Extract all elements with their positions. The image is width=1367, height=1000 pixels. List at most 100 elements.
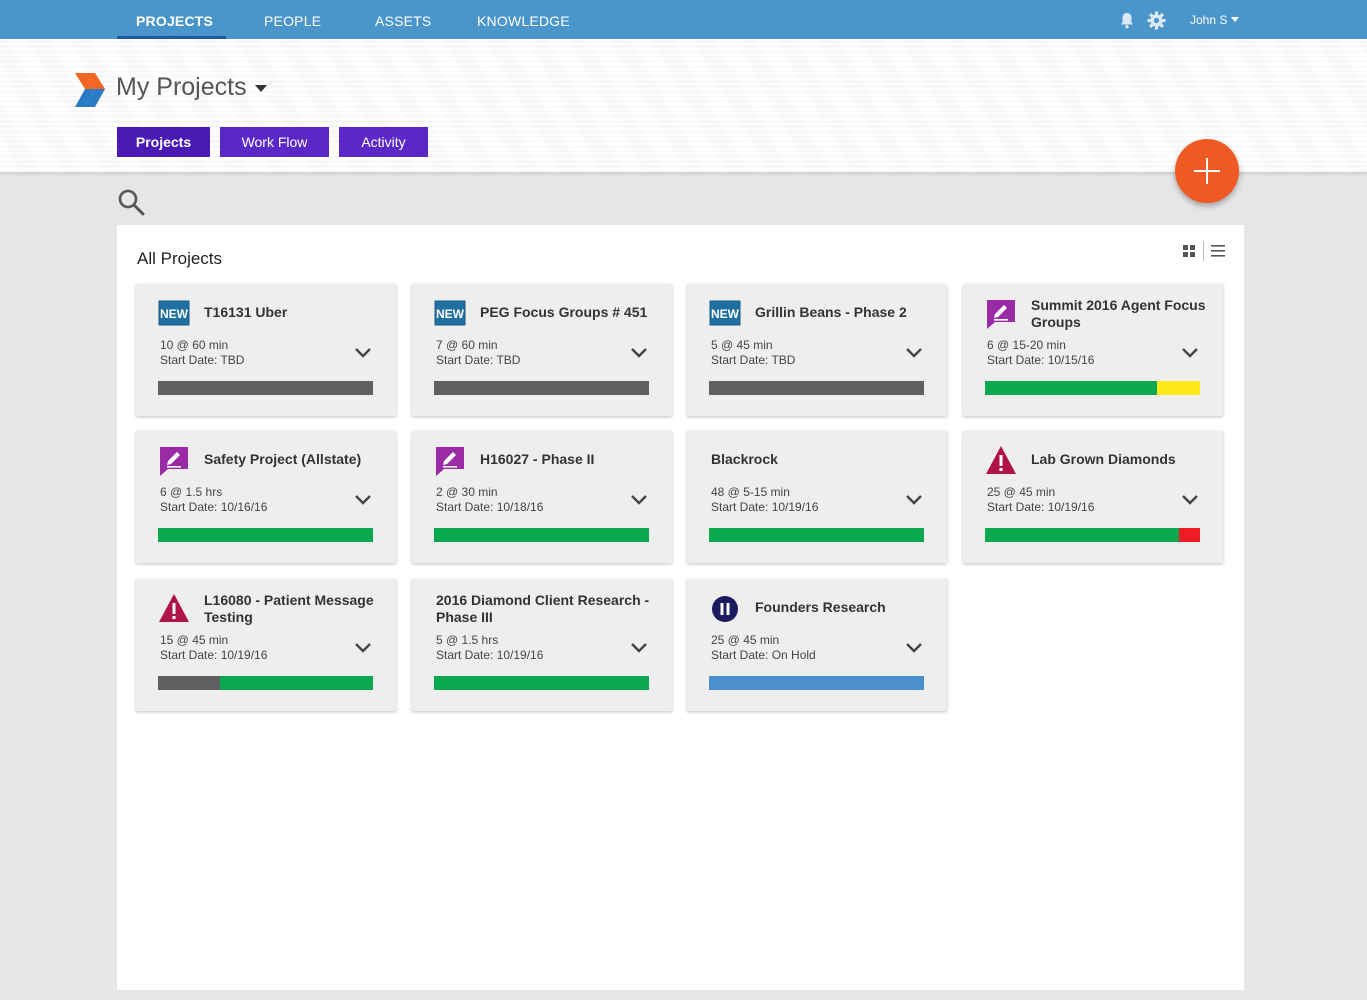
project-card[interactable]: Founders Research 25 @ 45 min Start Date: … [687, 579, 947, 711]
add-project-button[interactable] [1175, 139, 1239, 203]
new-badge-icon: NEW [434, 298, 466, 330]
progress-segment-gray [158, 676, 221, 690]
project-meta: 48 @ 5-15 min Start Date: 10/19/16 [711, 485, 818, 515]
project-meta: 7 @ 60 min Start Date: TBD [436, 338, 520, 368]
progress-bar [434, 676, 649, 690]
edit-chat-icon [158, 445, 190, 477]
grid-view-icon[interactable] [1183, 245, 1195, 257]
progress-segment-yellow [1157, 381, 1200, 395]
project-card[interactable]: H16027 - Phase II 2 @ 30 min Start Date: 1… [412, 431, 672, 563]
project-title: Founders Research [755, 599, 886, 615]
edit-chat-icon [985, 298, 1017, 330]
search-icon[interactable] [117, 188, 145, 216]
progress-segment-green [220, 676, 373, 690]
panel-title: All Projects [137, 249, 223, 268]
projects-panel: All Projects NEW T16131 Uber 10 @ 60 min St… [117, 225, 1244, 990]
pause-icon [709, 593, 741, 625]
project-start-date: Start Date: 10/18/16 [436, 500, 544, 514]
project-card[interactable]: NEW Grillin Beans - Phase 2 5 @ 45 min Star… [687, 284, 947, 416]
project-sessions: 7 @ 60 min [436, 338, 498, 352]
nav-active-indicator [117, 36, 226, 39]
project-meta: 5 @ 45 min Start Date: TBD [711, 338, 795, 368]
progress-bar [985, 528, 1200, 542]
user-menu[interactable]: John S [1190, 13, 1240, 27]
progress-bar [434, 528, 649, 542]
project-start-date: Start Date: TBD [160, 353, 245, 367]
project-sessions: 15 @ 45 min [160, 633, 229, 647]
project-title: T16131 Uber [204, 304, 288, 320]
nav-assets[interactable]: ASSETS [375, 13, 432, 29]
chevron-down-icon[interactable] [630, 494, 648, 506]
progress-bar [985, 381, 1200, 395]
chevron-down-icon[interactable] [905, 347, 923, 359]
chevron-down-icon[interactable] [354, 642, 372, 654]
project-card[interactable]: L16080 - Patient Message Testing 15 @ 45 … [136, 579, 396, 711]
new-badge-icon: NEW [709, 298, 741, 330]
project-sessions: 25 @ 45 min [711, 633, 780, 647]
chevron-down-icon[interactable] [630, 642, 648, 654]
project-card[interactable]: Summit 2016 Agent Focus Groups 6 @ 15-20 … [963, 284, 1223, 416]
project-card[interactable]: Safety Project (Allstate) 6 @ 1.5 hrs Star… [136, 431, 396, 563]
svg-text:NEW: NEW [711, 307, 740, 321]
chevron-down-icon[interactable] [905, 494, 923, 506]
nav-people[interactable]: PEOPLE [264, 13, 322, 29]
project-sessions: 5 @ 1.5 hrs [436, 633, 499, 647]
chevron-down-icon[interactable] [354, 494, 372, 506]
project-title: Lab Grown Diamonds [1031, 451, 1176, 467]
svg-text:NEW: NEW [436, 307, 465, 321]
project-card[interactable]: Blackrock 48 @ 5-15 min Start Date: 10/19/… [687, 431, 947, 563]
project-title: Safety Project (Allstate) [204, 451, 362, 467]
chevron-down-icon[interactable] [630, 347, 648, 359]
project-start-date: Start Date: 10/15/16 [987, 353, 1095, 367]
project-title: 2016 Diamond Client Research - Phase III [436, 592, 650, 625]
progress-segment-red [1178, 528, 1200, 542]
project-meta: 2 @ 30 min Start Date: 10/18/16 [436, 485, 543, 515]
progress-bar [158, 528, 373, 542]
nav-projects[interactable]: PROJECTS [136, 13, 214, 29]
project-card[interactable]: Lab Grown Diamonds 25 @ 45 min Start Date:… [963, 431, 1223, 563]
project-sessions: 2 @ 30 min [436, 485, 498, 499]
project-card[interactable]: NEW PEG Focus Groups # 451 7 @ 60 min Start… [412, 284, 672, 416]
progress-bar [709, 381, 924, 395]
progress-segment-green [434, 676, 649, 690]
gear-icon[interactable] [1147, 11, 1166, 30]
progress-segment-green [985, 381, 1157, 395]
project-start-date: Start Date: 10/19/16 [436, 648, 544, 662]
nav-knowledge[interactable]: KNOWLEDGE [477, 13, 570, 29]
project-start-date: Start Date: 10/19/16 [160, 648, 268, 662]
project-meta: 6 @ 1.5 hrs Start Date: 10/16/16 [160, 485, 267, 515]
project-card[interactable]: 2016 Diamond Client Research - Phase III… [412, 579, 672, 711]
project-start-date: Start Date: 10/19/16 [987, 500, 1095, 514]
tab-activity[interactable]: Activity [339, 127, 428, 157]
project-start-date: Start Date: 10/16/16 [160, 500, 268, 514]
list-view-icon[interactable] [1211, 245, 1225, 257]
chevron-down-icon[interactable] [354, 347, 372, 359]
caret-down-icon[interactable] [255, 85, 267, 92]
progress-segment-green [985, 528, 1179, 542]
project-meta: 25 @ 45 min Start Date: 10/19/16 [987, 485, 1094, 515]
project-card[interactable]: NEW T16131 Uber 10 @ 60 min Start Date: TBD [136, 284, 396, 416]
page-title[interactable]: My Projects [116, 73, 247, 101]
progress-segment-gray [709, 381, 924, 395]
project-meta: 10 @ 60 min Start Date: TBD [160, 338, 244, 368]
project-start-date: Start Date: TBD [436, 353, 521, 367]
project-title: Blackrock [711, 451, 778, 467]
logo-icon [75, 73, 105, 107]
tab-work-flow[interactable]: Work Flow [220, 127, 329, 157]
progress-segment-gray [434, 381, 649, 395]
project-title: Grillin Beans - Phase 2 [755, 304, 907, 320]
project-start-date: Start Date: TBD [711, 353, 796, 367]
chevron-down-icon[interactable] [905, 642, 923, 654]
project-title: Summit 2016 Agent Focus Groups [1031, 297, 1206, 330]
bell-icon[interactable] [1119, 12, 1135, 29]
divider [1203, 241, 1204, 261]
chevron-down-icon[interactable] [1181, 494, 1199, 506]
chevron-down-icon[interactable] [1181, 347, 1199, 359]
project-title: H16027 - Phase II [480, 451, 595, 467]
project-meta: 15 @ 45 min Start Date: 10/19/16 [160, 633, 267, 663]
caret-down-icon [1231, 17, 1240, 22]
tab-projects[interactable]: Projects [117, 127, 210, 157]
project-sessions: 25 @ 45 min [987, 485, 1056, 499]
edit-chat-icon [434, 445, 466, 477]
project-title: L16080 - Patient Message Testing [204, 592, 374, 625]
